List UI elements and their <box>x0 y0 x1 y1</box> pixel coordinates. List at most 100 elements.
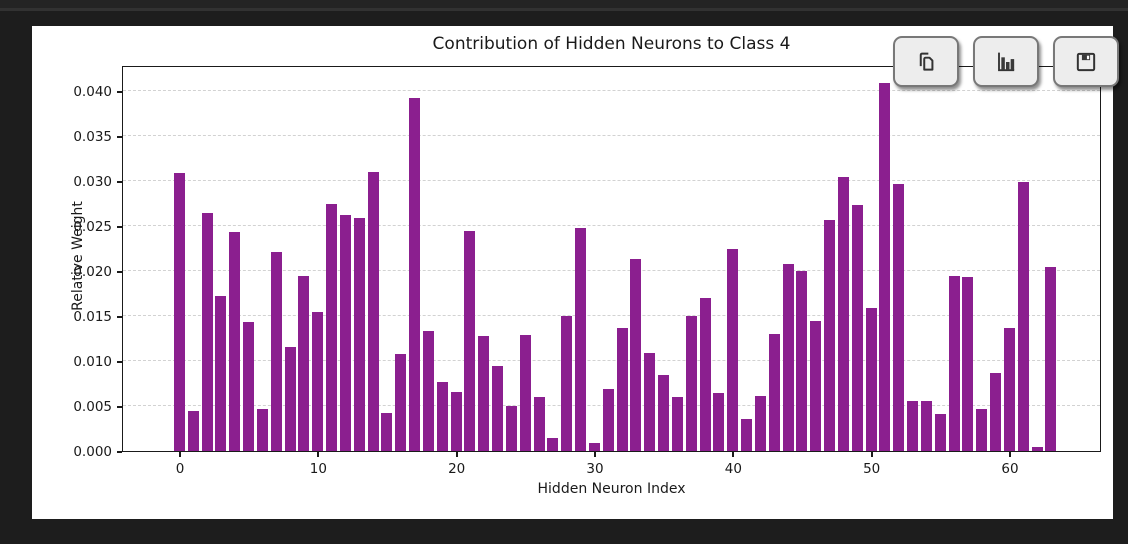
x-tick-label: 10 <box>309 461 327 477</box>
bar-neuron-52 <box>893 183 905 451</box>
bar-neuron-22 <box>478 335 490 451</box>
bar-neuron-60 <box>1003 327 1015 451</box>
x-tick-mark <box>317 452 320 457</box>
bar-neuron-25 <box>519 334 531 451</box>
bar-neuron-45 <box>796 271 808 451</box>
bar-neuron-50 <box>865 307 877 451</box>
bar-neuron-29 <box>575 227 587 451</box>
bar-neuron-30 <box>588 442 600 451</box>
bar-neuron-46 <box>810 321 822 451</box>
bar-neuron-44 <box>782 263 794 451</box>
bar-neuron-41 <box>741 418 753 451</box>
bar-neuron-33 <box>630 259 642 451</box>
bar-neuron-19 <box>436 381 448 451</box>
bar-neuron-55 <box>934 414 946 451</box>
copy-icon <box>912 48 940 76</box>
gridline <box>123 135 1100 136</box>
x-tick-label: 20 <box>448 461 466 477</box>
bar-neuron-1 <box>187 410 199 451</box>
x-tick-label: 60 <box>1001 461 1019 477</box>
y-tick-label: 0.025 <box>73 219 112 235</box>
y-tick-mark <box>117 406 122 408</box>
chart-title: Contribution of Hidden Neurons to Class … <box>432 34 791 54</box>
bar-neuron-54 <box>920 400 932 451</box>
bar-neuron-38 <box>699 298 711 451</box>
x-tick-label: 50 <box>863 461 881 477</box>
y-axis-label: Relative Weight <box>70 201 86 311</box>
y-tick-mark <box>117 451 122 453</box>
bar-neuron-37 <box>685 316 697 451</box>
bar-neuron-7 <box>270 252 282 451</box>
bar-neuron-15 <box>381 413 393 451</box>
plot-area <box>122 66 1101 452</box>
gridline <box>123 90 1100 91</box>
bar-neuron-57 <box>962 277 974 451</box>
bar-neuron-11 <box>326 204 338 451</box>
bar-neuron-13 <box>353 217 365 451</box>
bar-neuron-6 <box>256 408 268 451</box>
bar-neuron-14 <box>367 172 379 451</box>
bar-neuron-35 <box>658 374 670 451</box>
bar-neuron-17 <box>409 98 421 451</box>
y-tick-label: 0.035 <box>73 129 112 145</box>
bar-neuron-43 <box>768 334 780 451</box>
x-tick-mark <box>1008 452 1011 457</box>
bar-neuron-3 <box>215 296 227 451</box>
bar-neuron-34 <box>644 352 656 451</box>
bar-neuron-32 <box>616 327 628 451</box>
bar-neuron-56 <box>948 276 960 451</box>
x-tick-mark <box>455 452 458 457</box>
bar-neuron-16 <box>395 353 407 451</box>
y-tick-mark <box>117 226 122 228</box>
gridline <box>123 180 1100 181</box>
chart-button[interactable] <box>973 36 1039 87</box>
bar-neuron-53 <box>907 400 919 451</box>
bar-neuron-59 <box>990 372 1002 451</box>
gridline <box>123 360 1100 361</box>
y-tick-label: 0.040 <box>73 84 112 100</box>
bar-neuron-31 <box>602 388 614 451</box>
bar-neuron-28 <box>561 316 573 451</box>
gridline <box>123 225 1100 226</box>
toolbar <box>893 36 1128 90</box>
save-icon <box>1072 48 1100 76</box>
bar-neuron-20 <box>450 391 462 451</box>
chart-card: Contribution of Hidden Neurons to Class … <box>32 26 1119 519</box>
save-button[interactable] <box>1053 36 1119 87</box>
bar-neuron-47 <box>824 219 836 451</box>
bar-neuron-10 <box>312 311 324 451</box>
bar-neuron-2 <box>201 212 213 451</box>
bar-chart-icon <box>992 48 1020 76</box>
bar-neuron-49 <box>851 205 863 451</box>
bar-neuron-63 <box>1045 267 1057 451</box>
y-tick-label: 0.010 <box>73 354 112 370</box>
y-tick-label: 0.005 <box>73 399 112 415</box>
y-tick-label: 0.020 <box>73 264 112 280</box>
bar-neuron-40 <box>727 248 739 451</box>
bar-neuron-36 <box>671 397 683 451</box>
bar-neuron-26 <box>533 397 545 451</box>
bar-neuron-4 <box>229 232 241 451</box>
x-tick-label: 40 <box>724 461 742 477</box>
gridline <box>123 270 1100 271</box>
y-tick-label: 0.030 <box>73 174 112 190</box>
x-tick-mark <box>593 452 596 457</box>
bar-neuron-48 <box>837 176 849 451</box>
copy-button[interactable] <box>893 36 959 87</box>
bar-neuron-24 <box>505 406 517 451</box>
x-tick-mark <box>179 452 181 457</box>
y-tick-mark <box>117 316 122 318</box>
x-tick-mark <box>870 452 873 457</box>
bar-neuron-0 <box>174 172 185 451</box>
x-tick-label: 0 <box>175 461 185 477</box>
x-tick-mark <box>732 452 735 457</box>
bar-neuron-27 <box>547 437 559 451</box>
bar-neuron-23 <box>492 366 504 451</box>
bar-neuron-62 <box>1031 446 1043 451</box>
bar-neuron-9 <box>298 276 310 451</box>
y-tick-mark <box>117 361 122 363</box>
y-tick-label: 0.015 <box>73 309 112 325</box>
gridline <box>123 315 1100 316</box>
bar-neuron-58 <box>976 408 988 451</box>
